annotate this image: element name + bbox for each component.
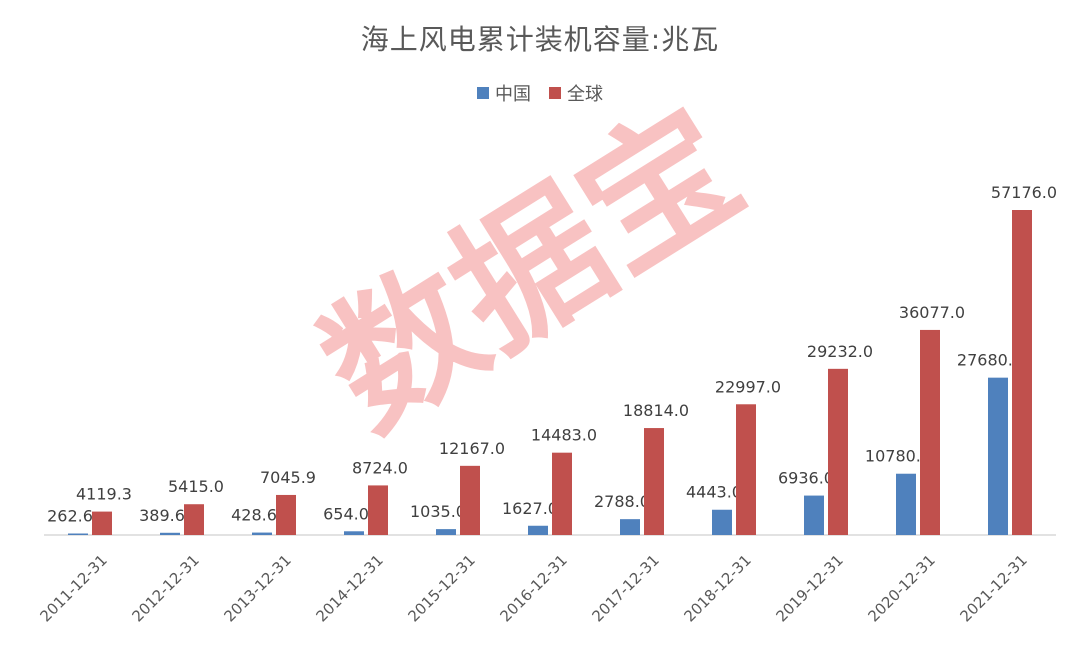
data-label-global: 4119.3 [76,485,132,504]
data-label-global: 57176.0 [991,183,1057,202]
data-label-global: 18814.0 [623,401,689,420]
bar-global [552,452,572,535]
bar-global [920,329,940,535]
data-label-global: 36077.0 [899,303,965,322]
x-tick-label: 2014-12-31 [312,551,386,625]
legend-label-china: 中国 [495,84,531,105]
x-tick-label: 2013-12-31 [220,551,294,625]
x-tick-label: 2012-12-31 [128,551,202,625]
data-label-global: 7045.9 [260,468,316,487]
bar-china [988,377,1008,535]
bar-global [1012,210,1032,535]
legend-item-china: 中国 [477,80,531,106]
chart-legend: 中国 全球 [0,80,1080,106]
x-tick-label: 2011-12-31 [36,551,110,625]
x-tick-label: 2020-12-31 [864,551,938,625]
data-label-china: 1627.0 [502,499,558,518]
bar-china [160,532,180,535]
data-label-china: 428.6 [231,506,277,525]
bar-global [460,465,480,535]
bar-china [68,533,88,535]
data-label-china: 262.6 [47,507,93,526]
bar-global [92,511,112,535]
data-label-global: 22997.0 [715,377,781,396]
x-tick-label: 2017-12-31 [588,551,662,625]
bar-global [828,368,848,535]
bar-china [620,519,640,535]
chart-title: 海上风电累计装机容量:兆瓦 [360,23,720,56]
data-label-china: 1035.0 [410,502,466,521]
data-label-global: 12167.0 [439,439,505,458]
x-tick-label: 2019-12-31 [772,551,846,625]
data-label-china: 27680.0 [957,351,1023,370]
bar-china [528,525,548,535]
bar-global [736,404,756,535]
data-label-china: 10780.0 [865,447,931,466]
data-label-china: 6936.0 [778,469,834,488]
legend-swatch-china [477,87,489,99]
x-tick-label: 2015-12-31 [404,551,478,625]
data-label-global: 5415.0 [168,477,224,496]
legend-item-global: 全球 [549,80,603,106]
x-tick-label: 2018-12-31 [680,551,754,625]
x-tick-label: 2016-12-31 [496,551,570,625]
data-label-global: 8724.0 [352,458,408,477]
bar-china [436,529,456,535]
bar-global [276,494,296,535]
data-label-global: 14483.0 [531,426,597,445]
legend-label-global: 全球 [567,84,603,105]
bar-china [896,473,916,535]
bar-china [804,495,824,535]
bar-global [644,428,664,535]
bar-china [344,531,364,535]
bar-china [252,532,272,535]
bar-global [368,485,388,535]
data-label-china: 389.6 [139,506,185,525]
data-label-china: 4443.0 [686,483,742,502]
bar-global [184,504,204,535]
x-tick-label: 2021-12-31 [956,551,1030,625]
legend-swatch-global [549,87,561,99]
data-label-global: 29232.0 [807,342,873,361]
data-label-china: 2788.0 [594,492,650,511]
data-label-china: 654.0 [323,504,369,523]
bar-china [712,509,732,535]
